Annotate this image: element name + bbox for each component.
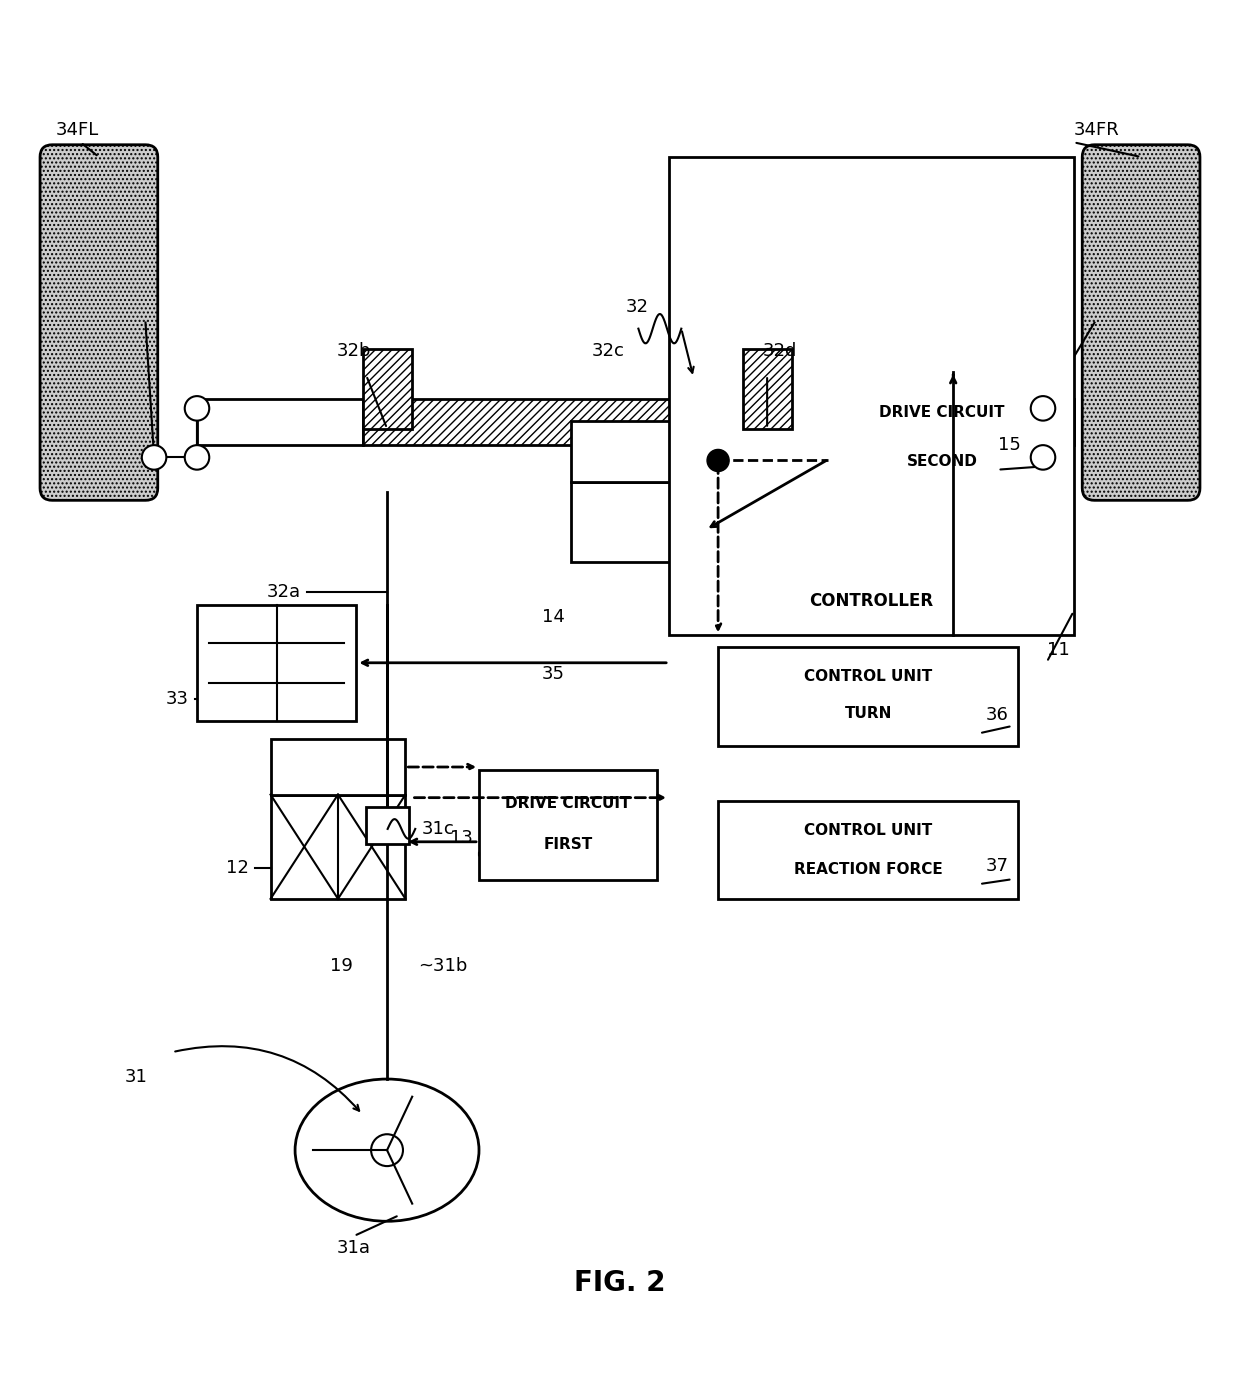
Bar: [197, 398, 362, 446]
Text: ~31b: ~31b: [418, 957, 467, 975]
Bar: [479, 770, 657, 880]
Bar: [670, 157, 1074, 635]
Text: DRIVE CIRCUIT: DRIVE CIRCUIT: [505, 795, 631, 811]
Bar: [718, 648, 1018, 745]
Bar: [718, 801, 1018, 898]
Text: 32c: 32c: [591, 341, 624, 359]
Text: 36: 36: [986, 706, 1008, 724]
Bar: [362, 348, 412, 429]
Text: 13: 13: [450, 829, 472, 847]
Text: 32: 32: [626, 298, 649, 316]
Text: 35: 35: [542, 666, 565, 684]
Circle shape: [371, 1134, 403, 1166]
Text: CONTROLLER: CONTROLLER: [810, 592, 934, 610]
Ellipse shape: [295, 1080, 479, 1222]
Bar: [570, 482, 706, 561]
Circle shape: [141, 446, 166, 469]
Text: DRIVE CIRCUIT: DRIVE CIRCUIT: [879, 404, 1004, 419]
Text: 32a: 32a: [267, 584, 301, 602]
Text: CONTROL UNIT: CONTROL UNIT: [805, 823, 932, 837]
Text: 34FR: 34FR: [1074, 121, 1120, 139]
Circle shape: [707, 450, 729, 471]
Text: SECOND: SECOND: [906, 454, 977, 469]
Bar: [570, 421, 706, 482]
Text: 31c: 31c: [422, 820, 454, 839]
Text: 33: 33: [165, 690, 188, 708]
Bar: [362, 398, 791, 446]
Text: TURN: TURN: [844, 706, 892, 720]
Bar: [828, 372, 1055, 507]
Text: 32d: 32d: [763, 341, 796, 359]
Text: 32b: 32b: [337, 341, 371, 359]
Bar: [366, 807, 409, 844]
Text: 34FL: 34FL: [56, 121, 99, 139]
Circle shape: [185, 446, 210, 469]
Text: FIRST: FIRST: [543, 837, 593, 851]
Text: 19: 19: [330, 957, 352, 975]
Bar: [270, 740, 405, 794]
FancyBboxPatch shape: [40, 145, 157, 500]
Circle shape: [1030, 396, 1055, 421]
Text: 15: 15: [998, 436, 1021, 454]
Circle shape: [185, 396, 210, 421]
FancyBboxPatch shape: [1083, 145, 1200, 500]
Text: 12: 12: [226, 859, 248, 878]
Text: 31a: 31a: [337, 1240, 371, 1258]
Text: 37: 37: [986, 857, 1008, 875]
Bar: [743, 348, 791, 429]
Text: 14: 14: [542, 607, 565, 625]
Circle shape: [1030, 446, 1055, 469]
Bar: [270, 794, 405, 898]
Text: CONTROL UNIT: CONTROL UNIT: [805, 670, 932, 684]
Bar: [197, 605, 356, 722]
Text: REACTION FORCE: REACTION FORCE: [794, 862, 942, 876]
Text: 11: 11: [1047, 641, 1069, 659]
Bar: [791, 398, 1074, 446]
Text: FIG. 2: FIG. 2: [574, 1269, 666, 1297]
Text: 31: 31: [124, 1067, 148, 1085]
